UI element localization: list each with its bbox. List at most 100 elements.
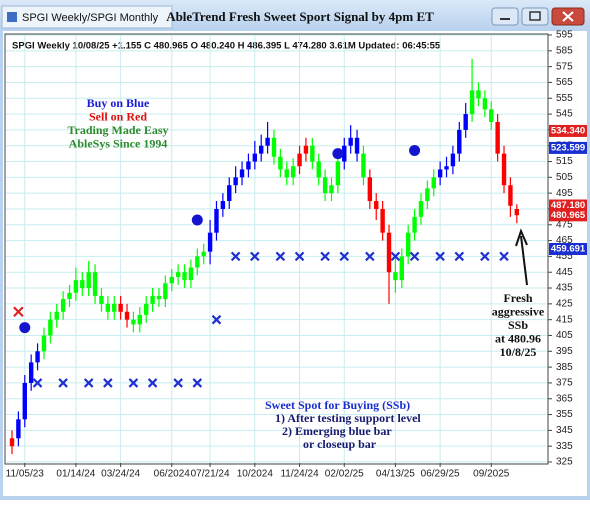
candle-body xyxy=(329,185,334,194)
maximize-button[interactable] xyxy=(521,7,549,26)
x-tick-label: 09/2025 xyxy=(473,469,510,480)
y-tick-label: 565 xyxy=(556,77,573,88)
legend-note: Buy on Blue xyxy=(87,96,150,110)
candle-body xyxy=(405,232,411,257)
candle-body xyxy=(348,137,353,146)
annotation-arrow xyxy=(515,228,528,286)
x-marker xyxy=(499,251,509,262)
x-marker xyxy=(103,378,113,388)
candle-body xyxy=(514,208,520,216)
ssb-note: 1) After testing support level xyxy=(275,411,421,425)
signal-dot xyxy=(19,322,31,334)
candle-body xyxy=(105,303,111,312)
x-marker xyxy=(58,378,68,388)
candle-body xyxy=(124,311,130,320)
candle-body xyxy=(501,153,507,186)
candle-body xyxy=(354,137,360,154)
price-label-box xyxy=(549,242,587,255)
candle-body xyxy=(118,303,123,312)
candle-body xyxy=(54,311,59,320)
price-label: 523.599 xyxy=(551,142,585,153)
arrow-note: 10/8/25 xyxy=(500,345,537,359)
y-tick-label: 515 xyxy=(556,156,573,167)
candle-body xyxy=(156,295,162,300)
x-tick-label: 10/2024 xyxy=(237,469,274,480)
candle-body xyxy=(227,185,232,202)
candle-body xyxy=(380,208,385,233)
quote-line: SPGI Weekly 10/08/25 +1.155 C 480.965 O … xyxy=(12,41,441,52)
candle-body xyxy=(169,276,174,284)
x-tick-label: 04/13/25 xyxy=(376,469,415,480)
x-tick-label: 03/24/24 xyxy=(101,469,140,480)
x-marker xyxy=(365,251,375,262)
y-tick-label: 395 xyxy=(556,346,573,357)
candle-body xyxy=(367,177,373,202)
plot: 325 335 345 355 365 375 385 395 405 415 425 435 445 4… xyxy=(6,30,587,480)
candle-body xyxy=(246,161,251,170)
candle-body xyxy=(310,145,315,162)
x-marker xyxy=(13,306,24,318)
candle-body xyxy=(469,90,475,115)
candle-body xyxy=(335,161,341,186)
price-label-box xyxy=(549,199,587,212)
candle-body xyxy=(278,156,283,170)
candle-body xyxy=(182,272,187,281)
price-label: 480.965 xyxy=(551,210,586,221)
legend-note: AbleSys Since 1994 xyxy=(69,136,168,150)
candle-body xyxy=(86,272,91,289)
candle-body xyxy=(271,137,277,157)
y-tick-label: 595 xyxy=(556,30,573,41)
signal-dot xyxy=(332,148,344,160)
arrow-note: aggressive xyxy=(492,304,545,318)
x-marker xyxy=(32,378,43,388)
x-marker xyxy=(409,251,420,262)
window-title: AbleTrend Fresh Sweet Sport Signal by 4p… xyxy=(166,9,434,24)
candle-body xyxy=(259,145,264,154)
price-label-box xyxy=(549,209,587,222)
candle-body xyxy=(297,153,302,167)
candle-body xyxy=(476,90,481,99)
x-marker xyxy=(230,251,241,262)
candle-body xyxy=(444,166,449,170)
ssb-note: or closeup bar xyxy=(303,437,377,451)
x-marker xyxy=(320,251,330,262)
x-tick-label: 06/2024 xyxy=(154,469,191,480)
maximize-icon xyxy=(529,11,541,21)
y-tick-label: 335 xyxy=(556,441,573,452)
candle-body xyxy=(143,303,149,315)
candle-body xyxy=(22,382,27,420)
x-marker xyxy=(192,378,203,388)
candle-body xyxy=(316,161,321,178)
candle-body xyxy=(482,98,488,110)
candle-body xyxy=(195,256,200,268)
y-tick-label: 555 xyxy=(556,93,573,104)
candle-body xyxy=(290,166,296,178)
signal-dot xyxy=(409,144,421,156)
minimize-button[interactable] xyxy=(491,7,519,26)
ssb-note: Sweet Spot for Buying (SSb) xyxy=(265,398,410,412)
candle-body xyxy=(431,177,436,189)
price-label-box xyxy=(549,141,587,154)
candle-body xyxy=(9,438,15,447)
candle-body xyxy=(233,177,238,186)
candle-body xyxy=(35,351,40,363)
y-tick-label: 495 xyxy=(556,188,573,199)
x-tick-label: 11/24/24 xyxy=(280,469,319,480)
price-label: 534.340 xyxy=(551,125,585,136)
tab-label[interactable]: SPGI Weekly/SPGI Monthly xyxy=(22,12,159,24)
x-marker xyxy=(275,251,286,262)
x-marker xyxy=(454,251,465,262)
candle-body xyxy=(207,232,213,252)
candle-body xyxy=(322,177,328,194)
candle-body xyxy=(48,319,53,336)
signal-dot xyxy=(191,214,203,226)
y-tick-label: 415 xyxy=(556,314,573,325)
x-marker xyxy=(173,378,183,388)
x-marker xyxy=(83,378,94,388)
tab[interactable] xyxy=(1,5,173,29)
candle-body xyxy=(399,256,404,281)
candle-body xyxy=(508,185,513,206)
window-buttons xyxy=(491,7,585,26)
candle-body xyxy=(418,201,424,217)
